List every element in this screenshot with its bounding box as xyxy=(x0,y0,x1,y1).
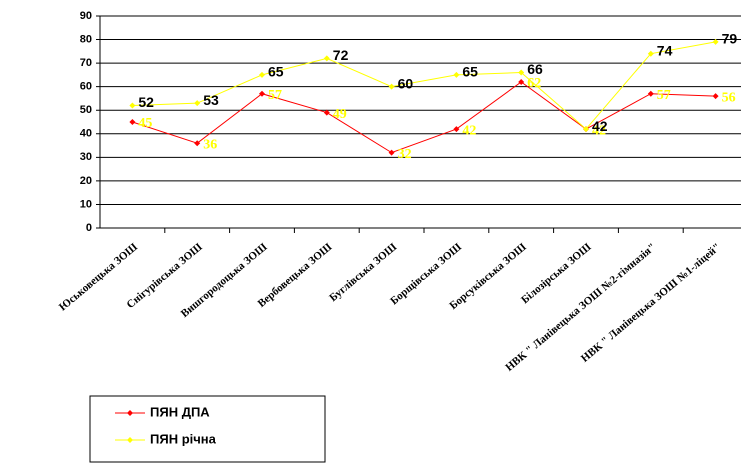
y-tick-label: 90 xyxy=(80,10,92,22)
data-label: 57 xyxy=(268,88,282,103)
y-tick-label: 80 xyxy=(80,33,92,45)
marker xyxy=(647,90,654,97)
data-label: 56 xyxy=(722,90,736,105)
y-tick-label: 40 xyxy=(80,128,92,140)
x-tick-label: НВК " Ланівецька ЗОШ №1-ліцей" xyxy=(579,241,723,365)
data-label: 42 xyxy=(592,123,606,138)
marker xyxy=(647,50,654,57)
data-label: 79 xyxy=(722,31,738,47)
marker xyxy=(518,78,525,85)
marker xyxy=(453,126,460,133)
marker xyxy=(453,71,460,78)
data-label: 60 xyxy=(398,75,414,91)
data-label: 65 xyxy=(268,64,284,80)
data-label: 53 xyxy=(203,92,219,108)
marker xyxy=(323,109,330,116)
data-label: 57 xyxy=(657,88,671,103)
marker xyxy=(712,38,719,45)
y-tick-label: 30 xyxy=(80,151,92,163)
data-label: 66 xyxy=(527,61,543,77)
data-label: 74 xyxy=(657,42,673,58)
marker xyxy=(259,71,265,78)
y-tick-label: 20 xyxy=(80,175,92,187)
series-line xyxy=(132,41,716,130)
data-label: 65 xyxy=(462,64,478,80)
y-tick-label: 10 xyxy=(80,198,92,210)
data-label: 36 xyxy=(203,137,217,152)
data-label: 42 xyxy=(462,123,476,138)
legend-label: ПЯН ДПА xyxy=(150,404,210,419)
marker xyxy=(194,100,201,107)
marker xyxy=(388,83,395,90)
y-tick-label: 0 xyxy=(86,222,92,234)
marker xyxy=(518,69,525,76)
marker xyxy=(259,90,265,97)
data-label: 42 xyxy=(592,118,608,134)
data-label: 32 xyxy=(398,147,412,162)
marker xyxy=(129,102,136,109)
legend-box xyxy=(89,395,326,463)
marker xyxy=(583,126,589,133)
legend-label: ПЯН річна xyxy=(150,431,217,446)
marker xyxy=(712,93,719,100)
data-label: 49 xyxy=(333,107,347,122)
x-tick-label: Білозірська ЗОШ xyxy=(519,241,593,306)
y-tick-label: 50 xyxy=(80,104,92,116)
marker xyxy=(388,149,395,156)
series-line xyxy=(132,81,716,154)
marker xyxy=(323,55,330,62)
legend-marker xyxy=(127,437,133,443)
x-tick-label: Буглівська ЗОШ xyxy=(327,241,399,304)
marker xyxy=(129,119,136,125)
y-tick-label: 70 xyxy=(80,57,92,69)
y-tick-label: 60 xyxy=(80,81,92,93)
data-label: 72 xyxy=(333,47,349,63)
data-label: 45 xyxy=(138,116,152,131)
marker xyxy=(194,140,201,147)
legend-marker xyxy=(127,410,133,416)
data-label: 52 xyxy=(138,94,154,110)
